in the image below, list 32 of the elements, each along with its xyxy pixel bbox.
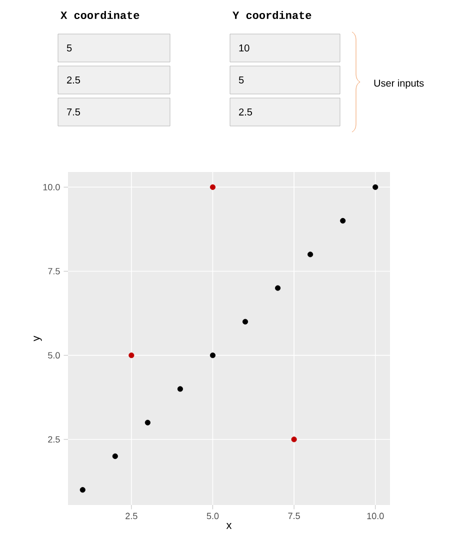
text: 10 [239,44,250,52]
x-tick-label: 10.0 [367,512,384,520]
point [308,252,314,258]
point [274,285,281,291]
point [177,386,184,392]
point [210,352,216,358]
x-tick-label: 5.0 [206,512,219,520]
point [210,184,216,190]
y-axis-title: y [34,336,42,342]
text: 5 [238,76,244,84]
x-tick-label: 7.5 [288,512,300,520]
text: 5 [66,44,72,52]
y-tick-label: 5.0 [48,352,60,359]
text: User inputs [374,79,424,89]
text: 2.5 [67,76,80,84]
text: X coordinate [60,10,140,20]
text: 2.5 [239,108,252,116]
x-axis-title: x [226,523,232,529]
point [291,436,297,442]
point [144,420,150,426]
point [340,218,346,224]
point [128,352,134,358]
point [112,453,118,460]
point [372,184,378,190]
point [242,318,248,324]
y-tick-label: 10.0 [43,184,60,190]
y-tick-label: 7.5 [48,268,60,274]
text: 7.5 [67,108,80,116]
text: Y coordinate [232,10,312,20]
point [80,487,86,493]
x-tick-label: 2.5 [126,512,138,520]
y-tick-label: 2.5 [48,436,60,443]
